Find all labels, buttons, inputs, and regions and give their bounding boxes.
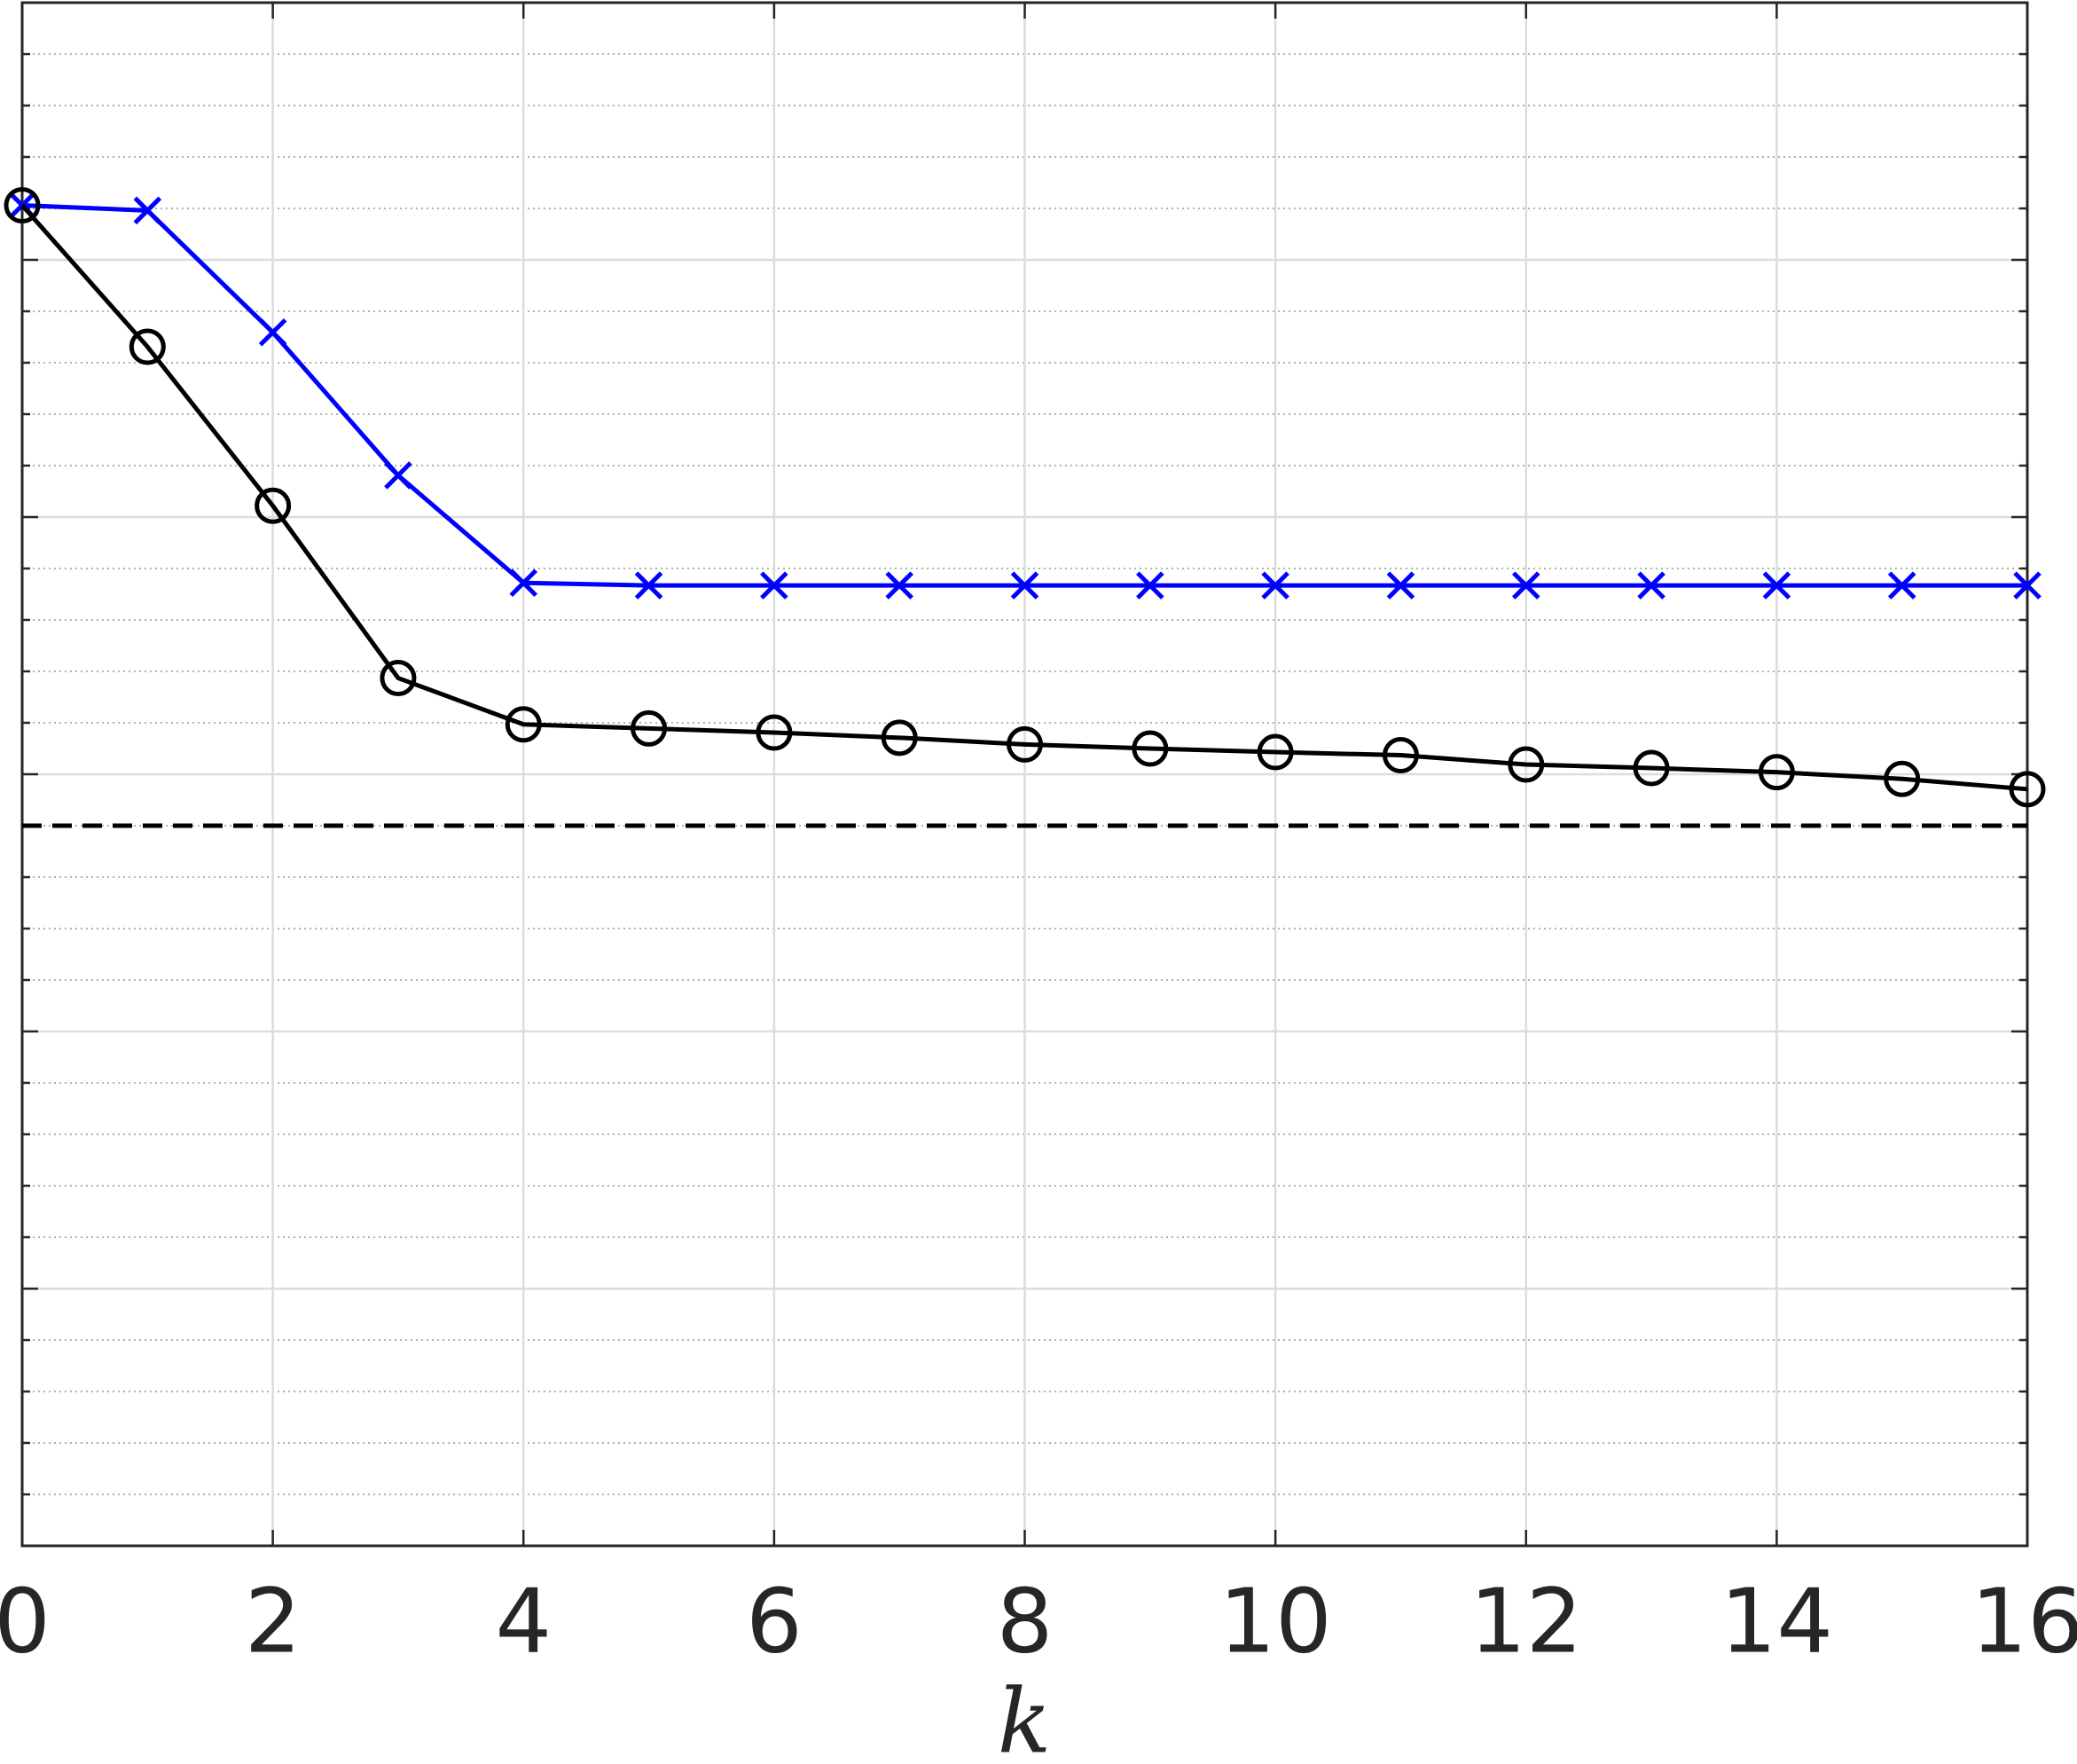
x-axis-label: k <box>998 1670 1052 1764</box>
x-tick-label: 4 <box>495 1569 552 1673</box>
marker <box>1257 733 1294 771</box>
marker <box>881 719 918 757</box>
marker <box>760 571 788 600</box>
marker <box>1637 571 1666 600</box>
marker <box>129 328 166 365</box>
marker <box>2009 771 2046 808</box>
x-tick-label: 16 <box>1971 1569 2077 1673</box>
marker <box>1261 571 1289 600</box>
marker <box>885 571 913 600</box>
marker <box>4 187 41 224</box>
marker <box>509 568 538 598</box>
marker <box>1382 737 1419 774</box>
series-line <box>20 203 2028 792</box>
marker <box>133 196 162 225</box>
marker <box>380 660 417 697</box>
marker <box>255 487 292 524</box>
marker <box>1884 760 1921 797</box>
marker <box>384 461 412 490</box>
marker <box>756 714 793 751</box>
marker <box>1511 571 1540 600</box>
marker <box>505 706 542 743</box>
x-tick-label: 2 <box>245 1569 302 1673</box>
marker <box>634 571 663 600</box>
marker <box>1010 571 1039 600</box>
x-tick-label: 10 <box>1219 1569 1332 1673</box>
x-tick-label: 12 <box>1470 1569 1582 1673</box>
marker <box>258 318 287 347</box>
x-tick-label: 6 <box>746 1569 803 1673</box>
x-tick-label: 14 <box>1720 1569 1833 1673</box>
marker <box>1633 749 1670 787</box>
marker <box>1762 571 1791 600</box>
x-tick-label: 0 <box>0 1569 51 1673</box>
x-tick-label: 8 <box>997 1569 1054 1673</box>
marker <box>631 710 668 747</box>
marker <box>1758 754 1795 791</box>
marker <box>1508 746 1545 783</box>
marker <box>1007 725 1043 763</box>
marker <box>1136 571 1164 600</box>
marker <box>1887 571 1916 600</box>
marker <box>1386 571 1415 600</box>
marker <box>1132 730 1169 767</box>
marker <box>2013 571 2042 600</box>
